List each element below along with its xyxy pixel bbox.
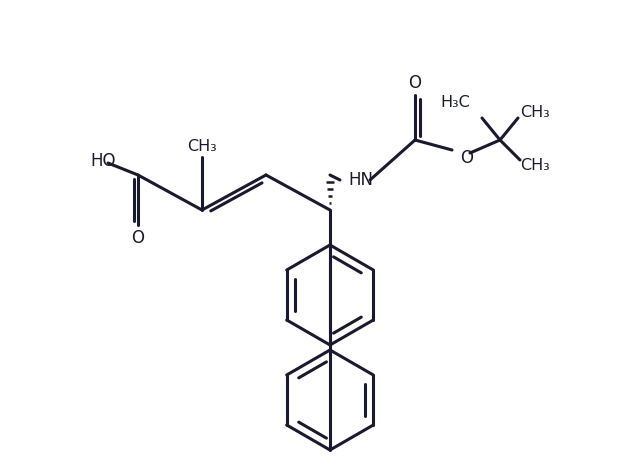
Text: O: O: [408, 74, 422, 92]
Text: HN: HN: [348, 171, 373, 189]
Text: O: O: [460, 149, 473, 167]
Text: H₃C: H₃C: [440, 95, 470, 110]
Text: CH₃: CH₃: [520, 158, 550, 173]
Text: O: O: [131, 229, 145, 247]
Text: HO: HO: [90, 152, 115, 170]
Text: CH₃: CH₃: [187, 139, 217, 154]
Text: CH₃: CH₃: [520, 104, 550, 119]
